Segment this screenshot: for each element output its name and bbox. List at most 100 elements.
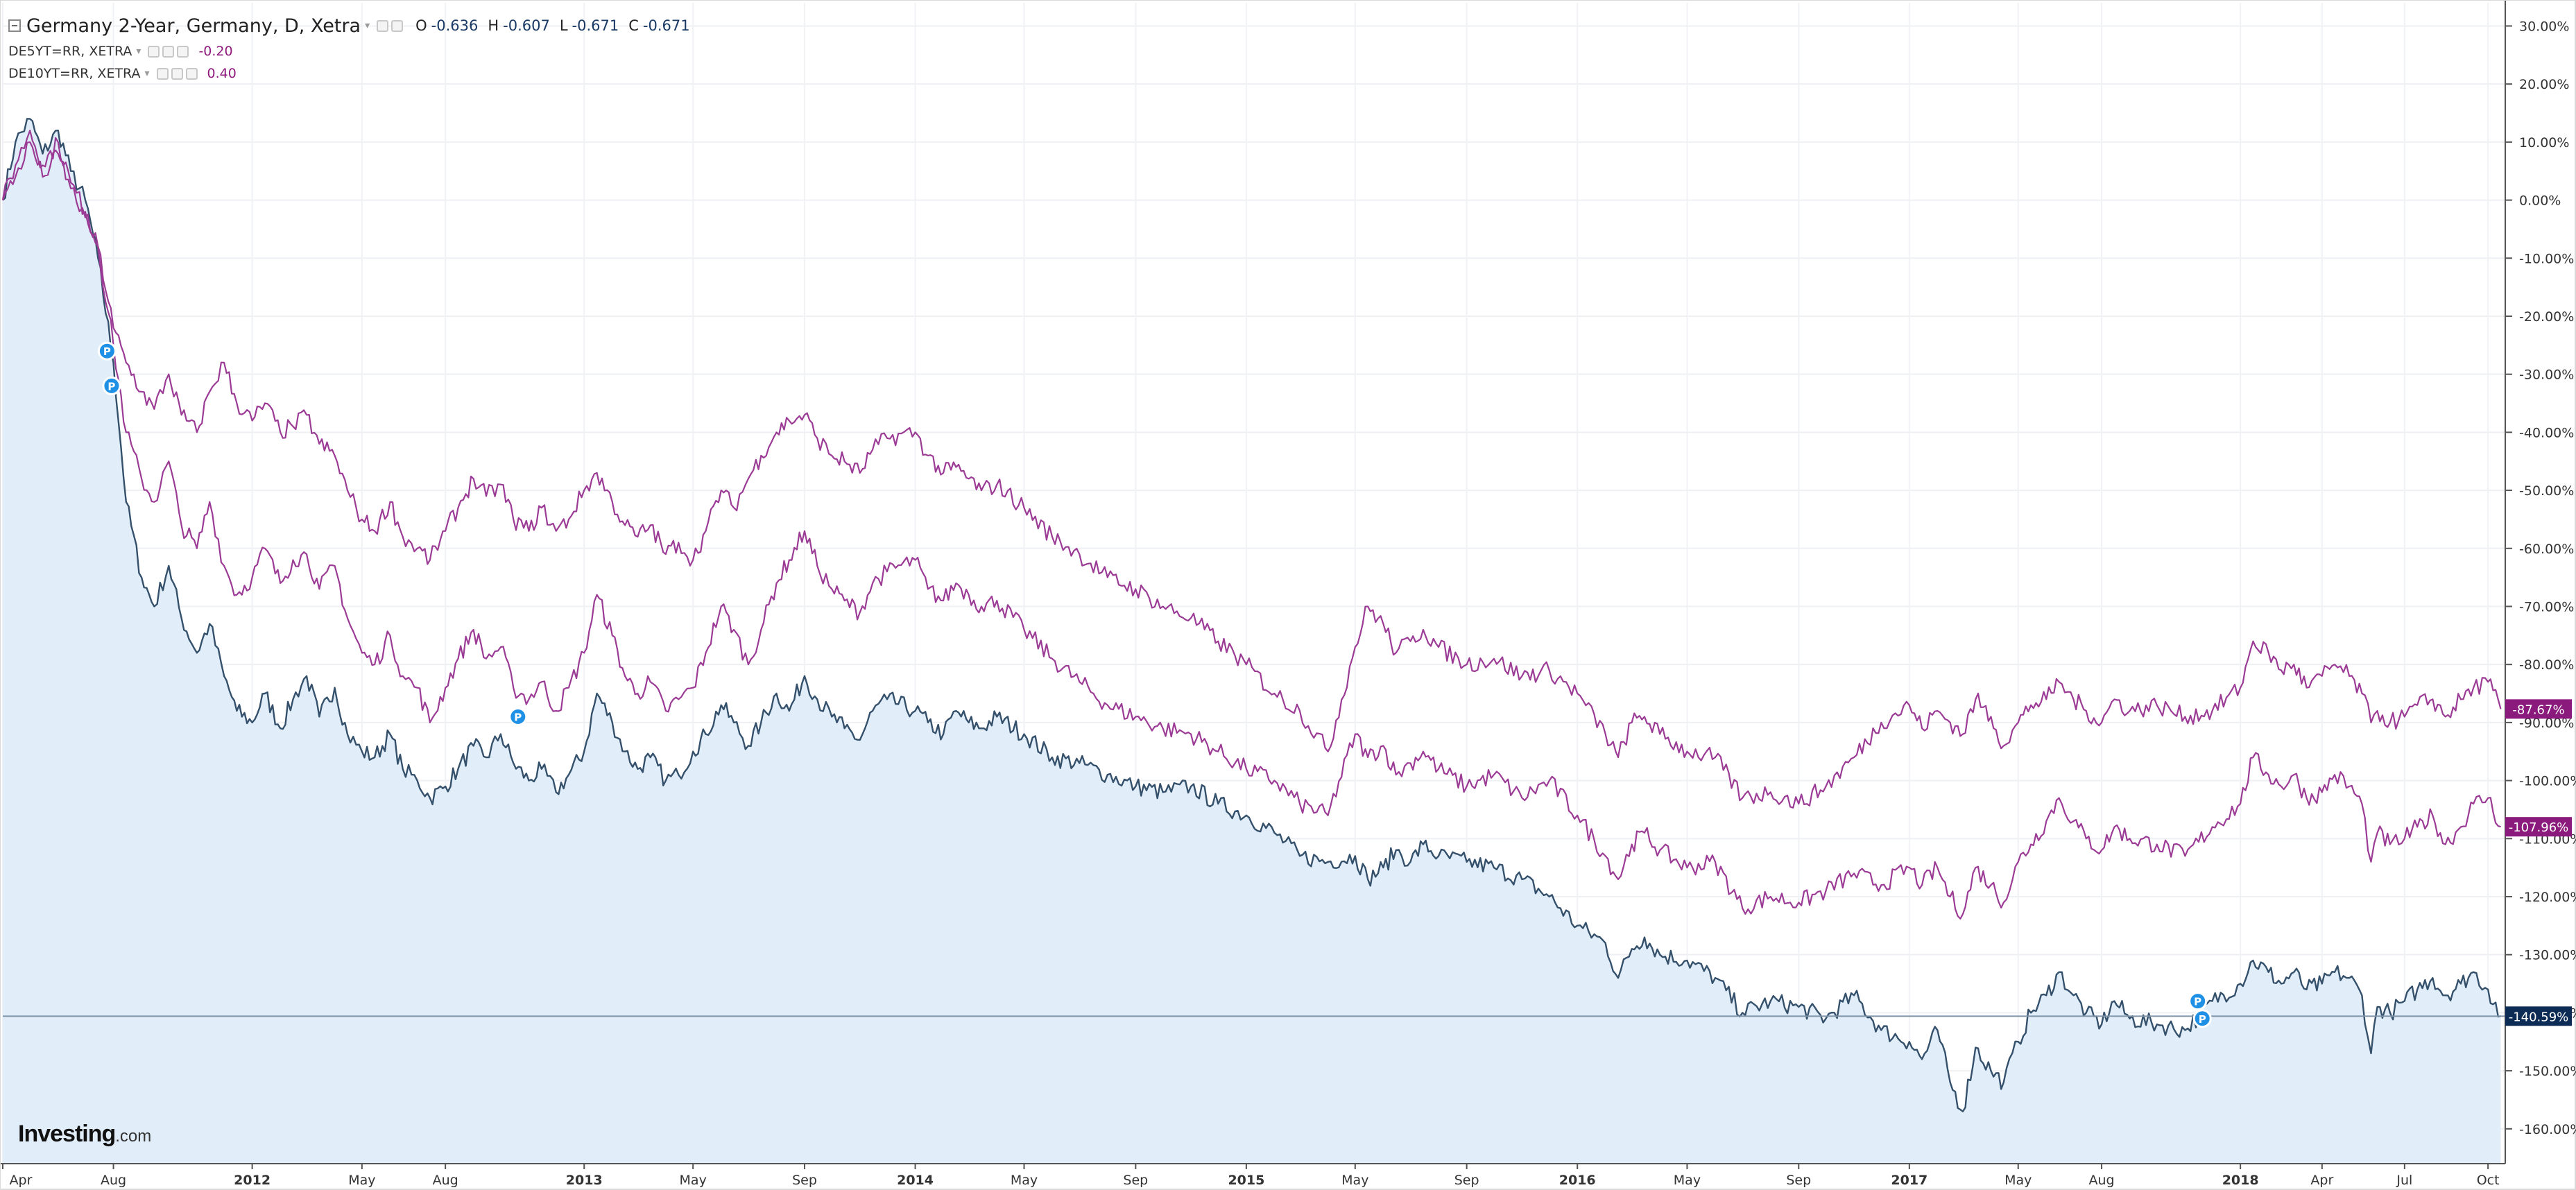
- event-marker[interactable]: [102, 376, 121, 395]
- y-tick-label: -90.00%: [2519, 716, 2574, 731]
- ohlc-close-value: -0.671: [642, 17, 690, 34]
- y-tick-label: -80.00%: [2519, 657, 2574, 673]
- event-marker-label: P: [514, 712, 522, 724]
- chevron-down-icon[interactable]: ▾: [136, 46, 141, 57]
- visibility-toggle-icon[interactable]: [377, 19, 389, 32]
- x-tick-label: May: [1674, 1173, 1701, 1188]
- x-tick-label: Aug: [433, 1173, 458, 1188]
- x-tick-label: 2017: [1891, 1173, 1927, 1188]
- indicator-label[interactable]: DE10YT=RR, XETRA: [8, 66, 141, 81]
- x-tick-label: May: [1011, 1173, 1038, 1188]
- last-value-label: -87.67%: [2512, 702, 2564, 717]
- y-tick-label: -20.00%: [2519, 309, 2574, 325]
- settings-icon[interactable]: [391, 19, 404, 32]
- event-marker-label: P: [2194, 996, 2201, 1008]
- y-tick-label: -60.00%: [2519, 542, 2574, 557]
- x-axis-ticks: Apr Aug 2012 May Aug 2013 May Sep 2014 May Sep 2015…: [2, 1164, 2500, 1188]
- y-tick-label: -160.00%: [2519, 1122, 2576, 1137]
- y-tick-label: -70.00%: [2519, 599, 2574, 614]
- event-marker[interactable]: [2192, 1009, 2212, 1028]
- visibility-toggle-icon[interactable]: [148, 45, 160, 58]
- ohlc-open-value: -0.636: [431, 17, 479, 34]
- x-tick-label: Sep: [1454, 1173, 1479, 1188]
- y-tick-label: -100.00%: [2519, 774, 2576, 789]
- primary-area: [3, 119, 2501, 1164]
- ohlc-high-value: -0.607: [503, 17, 550, 34]
- logo-brand: Investing: [18, 1121, 116, 1147]
- x-tick-label: 2018: [2222, 1173, 2259, 1188]
- x-tick-label: Sep: [792, 1173, 817, 1188]
- y-tick-label: -30.00%: [2519, 368, 2574, 383]
- x-tick-label: May: [2004, 1173, 2032, 1188]
- last-value-label: -140.59%: [2509, 1010, 2569, 1024]
- x-tick-label: May: [680, 1173, 707, 1188]
- legend-main-row: Germany 2-Year, Germany, D, Xetra ▾ O -0.…: [8, 11, 690, 40]
- event-marker[interactable]: [2188, 992, 2208, 1011]
- ohlc-low-key: L: [559, 17, 568, 34]
- indicator-label[interactable]: DE5YT=RR, XETRA: [8, 44, 132, 59]
- main-series-title[interactable]: Germany 2-Year, Germany, D, Xetra: [26, 15, 361, 37]
- event-marker[interactable]: [508, 707, 528, 727]
- chart-legend: Germany 2-Year, Germany, D, Xetra ▾ O -0.…: [8, 11, 690, 85]
- indicator-value: -0.20: [198, 44, 233, 59]
- x-tick-label: Apr: [10, 1173, 33, 1188]
- x-tick-label: Sep: [1123, 1173, 1148, 1188]
- last-value-badge: [2505, 1006, 2572, 1026]
- ohlc-open-key: O: [415, 17, 427, 34]
- compare-series-line: [1, 141, 2502, 809]
- last-value-badges: -140.59% -107.96% -87.67%: [2505, 699, 2572, 1026]
- y-tick-label: -150.00%: [2519, 1064, 2576, 1079]
- close-icon[interactable]: [177, 45, 189, 58]
- chevron-down-icon[interactable]: ▾: [144, 68, 150, 79]
- y-tick-label: -50.00%: [2519, 483, 2574, 499]
- y-tick-label: -40.00%: [2519, 425, 2574, 440]
- last-value-label: -107.96%: [2509, 820, 2569, 835]
- x-tick-label: May: [348, 1173, 375, 1188]
- y-tick-label: 30.00%: [2519, 19, 2569, 34]
- ohlc-high-key: H: [488, 17, 499, 34]
- y-tick-label: 0.00%: [2519, 193, 2561, 209]
- last-value-badge: [2505, 699, 2572, 719]
- indicator-value: 0.40: [207, 66, 237, 81]
- y-tick-label: -130.00%: [2519, 948, 2576, 963]
- compare-series-line: [1, 130, 2501, 920]
- settings-icon[interactable]: [171, 67, 183, 80]
- x-tick-label: Sep: [1786, 1173, 1811, 1188]
- x-tick-label: 2016: [1559, 1173, 1596, 1188]
- y-tick-label: -120.00%: [2519, 890, 2576, 905]
- close-icon[interactable]: [185, 67, 198, 80]
- x-tick-label: Aug: [101, 1173, 126, 1188]
- x-tick-label: 2014: [897, 1173, 934, 1188]
- x-tick-label: 2013: [566, 1173, 603, 1188]
- primary-series-line: [2, 118, 2501, 1112]
- event-marker[interactable]: [97, 341, 117, 361]
- event-marker-label: P: [108, 380, 115, 393]
- visibility-toggle-icon[interactable]: [156, 67, 169, 80]
- event-marker-label: P: [103, 345, 111, 358]
- ohlc-low-value: -0.671: [572, 17, 619, 34]
- legend-indicator-row: DE10YT=RR, XETRA ▾ 0.40: [8, 62, 690, 85]
- x-tick-label: Jul: [2396, 1173, 2412, 1188]
- y-tick-label: -10.00%: [2519, 251, 2574, 266]
- logo-suffix: .com: [115, 1127, 152, 1146]
- x-tick-label: Oct: [2477, 1173, 2500, 1188]
- y-tick-label: 20.00%: [2519, 77, 2569, 92]
- x-tick-label: 2015: [1228, 1173, 1264, 1188]
- collapse-legend-icon[interactable]: [8, 19, 21, 32]
- x-tick-label: 2012: [234, 1173, 271, 1188]
- settings-icon[interactable]: [162, 45, 175, 58]
- legend-indicator-row: DE5YT=RR, XETRA ▾ -0.20: [8, 40, 690, 62]
- event-marker-label: P: [2199, 1013, 2206, 1026]
- y-tick-label: 10.00%: [2519, 135, 2569, 150]
- primary-series-area: [3, 119, 2501, 1164]
- investing-logo[interactable]: Investing.com: [18, 1121, 151, 1148]
- chevron-down-icon[interactable]: ▾: [365, 20, 370, 31]
- series-lines: [1, 118, 2502, 1112]
- ohlc-close-key: C: [628, 17, 639, 34]
- last-value-badge: [2505, 817, 2572, 837]
